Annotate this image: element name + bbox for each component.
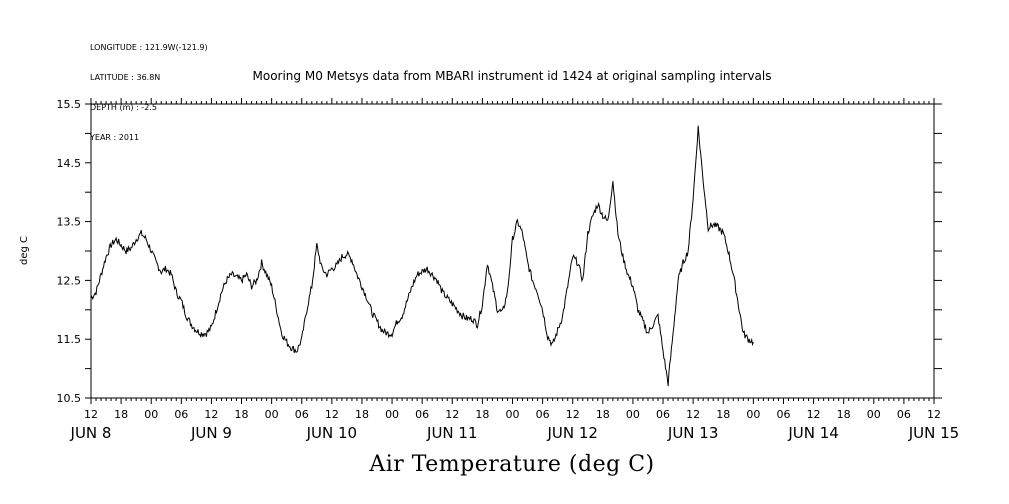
x-tick-label: 06	[295, 408, 309, 421]
x-tick-label: 06	[536, 408, 550, 421]
x-axis-title: Air Temperature (deg C)	[369, 452, 655, 477]
x-day-label: JUN 14	[787, 424, 838, 442]
longitude-label: LONGITUDE : 121.9W(-121.9)	[90, 43, 208, 52]
x-tick-label: 12	[566, 408, 580, 421]
plot-frame	[90, 103, 935, 399]
chart-title: Mooring M0 Metsys data from MBARI instru…	[252, 69, 772, 83]
x-day-label: JUN 9	[190, 424, 232, 442]
x-day-label: JUN 13	[667, 424, 718, 442]
x-tick-label: 06	[897, 408, 911, 421]
meta-block: LONGITUDE : 121.9W(-121.9) LATITUDE : 36…	[90, 23, 208, 153]
x-tick-label: 00	[746, 408, 760, 421]
x-tick-label: 12	[204, 408, 218, 421]
series-line	[90, 125, 754, 387]
depth-label: DEPTH (m) : -2.5	[90, 103, 157, 112]
x-tick-label: 00	[385, 408, 399, 421]
x-tick-label: 18	[596, 408, 610, 421]
x-tick-label: 06	[415, 408, 429, 421]
y-tick-label: 12.5	[57, 274, 82, 287]
x-tick-label: 12	[807, 408, 821, 421]
x-day-label: JUN 15	[908, 424, 959, 442]
x-tick-label: 12	[686, 408, 700, 421]
latitude-label: LATITUDE : 36.8N	[90, 73, 161, 82]
x-tick-label: 18	[355, 408, 369, 421]
x-tick-label: 00	[144, 408, 158, 421]
y-tick-label: 15.5	[57, 98, 82, 111]
x-tick-label: 18	[235, 408, 249, 421]
x-tick-label: 18	[475, 408, 489, 421]
y-tick-label: 13.5	[57, 216, 82, 229]
x-tick-label: 18	[114, 408, 128, 421]
x-tick-label: 06	[656, 408, 670, 421]
x-tick-label: 18	[716, 408, 730, 421]
x-tick-label: 12	[84, 408, 98, 421]
x-tick-label: 12	[445, 408, 459, 421]
y-tick-label: 10.5	[57, 392, 82, 405]
x-day-label: JUN 8	[70, 424, 112, 442]
x-tick-label: 00	[867, 408, 881, 421]
year-label: YEAR : 2011	[90, 133, 140, 142]
x-tick-label: 18	[837, 408, 851, 421]
y-tick-label: 11.5	[57, 333, 82, 346]
x-day-label: JUN 10	[306, 424, 357, 442]
x-tick-label: 00	[506, 408, 520, 421]
x-tick-label: 12	[927, 408, 941, 421]
x-day-label: JUN 11	[426, 424, 477, 442]
x-tick-label: 06	[174, 408, 188, 421]
x-tick-label: 00	[265, 408, 279, 421]
x-tick-label: 06	[776, 408, 790, 421]
x-tick-label: 12	[325, 408, 339, 421]
x-tick-label: 00	[626, 408, 640, 421]
y-tick-label: 14.5	[57, 157, 82, 170]
x-day-label: JUN 12	[546, 424, 597, 442]
